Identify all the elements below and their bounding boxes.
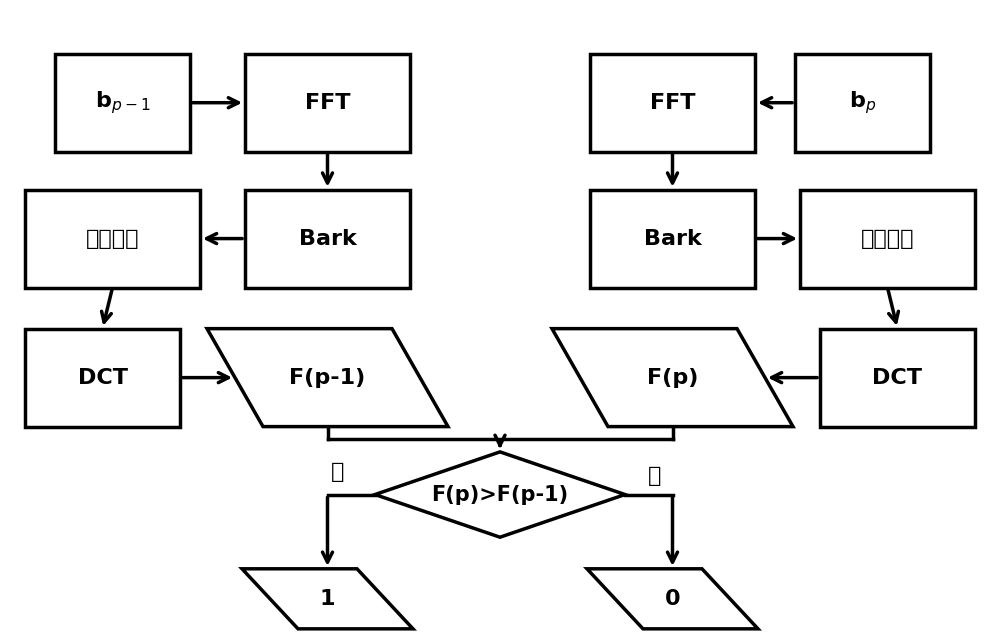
Text: F(p-1): F(p-1) bbox=[289, 368, 366, 387]
Bar bbox=[245, 190, 410, 288]
Polygon shape bbox=[587, 569, 758, 629]
Bar bbox=[795, 54, 930, 152]
Text: DCT: DCT bbox=[872, 368, 922, 387]
Bar bbox=[25, 329, 180, 427]
Text: DCT: DCT bbox=[78, 368, 128, 387]
Bar bbox=[800, 190, 975, 288]
Bar bbox=[820, 329, 975, 427]
Text: 否: 否 bbox=[648, 466, 662, 485]
Text: F(p): F(p) bbox=[647, 368, 698, 387]
Bar bbox=[55, 54, 190, 152]
Text: 1: 1 bbox=[320, 589, 335, 609]
Text: 0: 0 bbox=[665, 589, 680, 609]
Text: Bark: Bark bbox=[644, 229, 701, 248]
Text: 是: 是 bbox=[331, 463, 344, 482]
Text: FFT: FFT bbox=[650, 93, 695, 112]
Bar bbox=[245, 54, 410, 152]
Bar bbox=[25, 190, 200, 288]
Polygon shape bbox=[207, 329, 448, 427]
Text: Bark: Bark bbox=[299, 229, 356, 248]
Text: 能量计算: 能量计算 bbox=[86, 229, 139, 248]
Text: F(p)>F(p-1): F(p)>F(p-1) bbox=[431, 485, 569, 504]
Polygon shape bbox=[552, 329, 793, 427]
Text: 能量计算: 能量计算 bbox=[861, 229, 914, 248]
Text: FFT: FFT bbox=[305, 93, 350, 112]
Bar bbox=[590, 190, 755, 288]
Polygon shape bbox=[375, 452, 625, 537]
Polygon shape bbox=[242, 569, 413, 629]
Text: b$_{p-1}$: b$_{p-1}$ bbox=[95, 89, 150, 116]
Text: b$_p$: b$_p$ bbox=[849, 89, 876, 116]
Bar bbox=[590, 54, 755, 152]
